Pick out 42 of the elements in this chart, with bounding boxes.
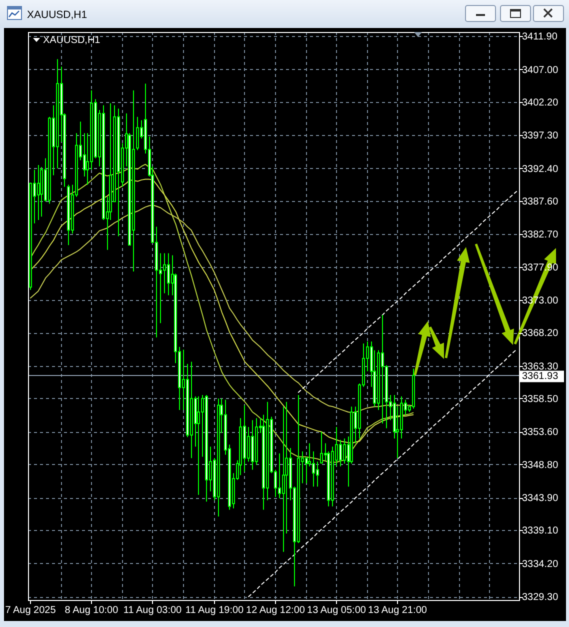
x-tick-label: 11 Aug 03:00	[123, 605, 182, 616]
candlestick	[278, 452, 281, 499]
candlestick	[282, 406, 285, 552]
y-tick-label: 3343.90	[522, 493, 559, 504]
chart-title: XAUUSD,H1	[27, 9, 88, 21]
candlestick	[37, 164, 40, 220]
line-series	[298, 190, 517, 393]
y-tick-label: 3407.00	[522, 64, 559, 76]
candlestick	[312, 450, 315, 488]
candlestick	[197, 396, 200, 496]
candlestick	[247, 426, 250, 462]
x-tick-label: 13 Aug 21:00	[368, 605, 428, 616]
y-tick-label: 3368.20	[522, 328, 559, 340]
candlestick	[339, 439, 342, 467]
y-tick-label: 3411.90	[522, 32, 558, 43]
y-tick-label: 3382.70	[522, 230, 559, 241]
candlestick	[163, 252, 166, 294]
y-tick-label: 3363.30	[522, 361, 559, 372]
x-tick-label: 11 Aug 19:00	[185, 605, 244, 616]
candlestick	[136, 116, 139, 151]
x-tick-label: 8 Aug 10:00	[64, 605, 119, 616]
candlestick	[343, 438, 346, 464]
ref-line-label: 3361.93	[522, 371, 559, 382]
y-tick-label: 3387.60	[522, 196, 559, 208]
chart-subtitle: XAUUSD,H1	[43, 35, 101, 46]
y-tick-label: 3339.10	[522, 526, 559, 537]
candlestick	[167, 252, 170, 296]
y-tick-label: 3329.30	[522, 592, 559, 604]
y-tick-label: 3358.50	[522, 394, 559, 405]
x-tick-label: 13 Aug 05:00	[307, 605, 366, 616]
y-tick-label: 3392.40	[522, 164, 559, 175]
y-tick-label: 3353.60	[522, 427, 559, 438]
y-tick-label: 3402.20	[522, 97, 559, 108]
y-tick-label: 3397.30	[522, 130, 559, 142]
candlestick	[316, 461, 319, 488]
candlestick	[396, 406, 399, 459]
x-tick-label: 12 Aug 12:00	[246, 605, 306, 616]
y-tick-label: 3334.20	[522, 558, 559, 570]
x-tick-label: 7 Aug 2025	[5, 605, 56, 616]
y-tick-label: 3348.80	[522, 460, 559, 471]
candlestick	[320, 431, 323, 464]
line-series	[248, 349, 517, 598]
